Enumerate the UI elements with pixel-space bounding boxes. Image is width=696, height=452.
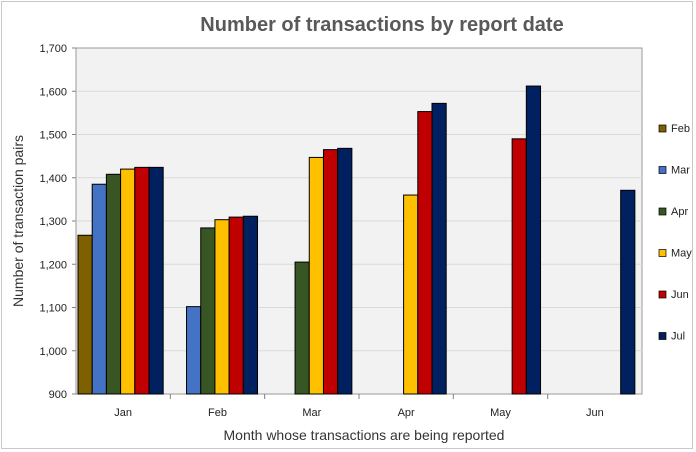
x-tick-label: Jun <box>586 407 604 419</box>
gridlines <box>76 90 642 352</box>
legend-swatch <box>658 124 667 133</box>
y-tick-label: 1,300 <box>39 216 67 228</box>
legend-label: Feb <box>671 123 690 135</box>
bar <box>120 168 136 395</box>
bar <box>186 306 202 395</box>
x-tick-label: Jan <box>114 407 132 419</box>
x-tick-label: May <box>490 407 511 419</box>
legend-label: Mar <box>671 165 690 177</box>
bar <box>525 85 542 395</box>
y-tick-label: 1,200 <box>39 259 67 271</box>
y-tick-label: 1,600 <box>39 86 67 98</box>
legend-swatch <box>658 290 667 299</box>
bar <box>620 189 636 395</box>
x-tick-label: Feb <box>208 407 227 419</box>
bar <box>228 216 244 395</box>
legend-swatch <box>658 249 667 257</box>
bar <box>105 173 122 395</box>
bar <box>148 166 164 395</box>
bar <box>417 111 433 395</box>
bar <box>134 166 150 395</box>
x-tick-label: Mar <box>302 407 321 419</box>
legend-label: Jul <box>671 331 685 343</box>
legend-label: Jun <box>671 289 689 301</box>
bars <box>77 85 636 395</box>
chart-title: Number of transactions by report date <box>200 14 563 36</box>
x-tick-label: Apr <box>398 407 415 419</box>
bar <box>322 149 339 395</box>
legend-swatch <box>658 166 667 174</box>
bar <box>77 234 93 395</box>
legend: Feb Mar Apr May Jun Jul <box>658 123 692 343</box>
bar <box>242 215 259 395</box>
legend-swatch <box>658 332 667 340</box>
legend-swatch <box>658 207 667 216</box>
x-axis: Jan Feb Mar Apr May Jun <box>114 394 604 419</box>
bar <box>511 138 527 395</box>
bar <box>200 227 216 395</box>
bar <box>214 219 230 395</box>
bar <box>431 102 447 395</box>
bar <box>308 156 324 395</box>
y-tick-label: 1,000 <box>39 346 67 358</box>
y-axis: 900 1,000 1,100 1,200 1,300 1,400 1,500 1,600 1,… <box>39 43 76 401</box>
y-axis-title: Number of transaction pairs <box>10 135 26 307</box>
bar <box>91 183 107 395</box>
bar <box>294 261 310 395</box>
y-tick-label: 1,100 <box>39 303 67 315</box>
bar <box>403 194 419 395</box>
y-tick-label: 900 <box>49 389 67 401</box>
legend-label: May <box>671 248 692 260</box>
y-tick-label: 1,400 <box>39 173 67 185</box>
bar <box>337 147 353 395</box>
y-tick-label: 1,700 <box>39 43 67 55</box>
legend-label: Apr <box>671 206 688 218</box>
y-tick-label: 1,500 <box>39 130 67 142</box>
x-axis-title: Month whose transactions are being repor… <box>224 427 505 443</box>
